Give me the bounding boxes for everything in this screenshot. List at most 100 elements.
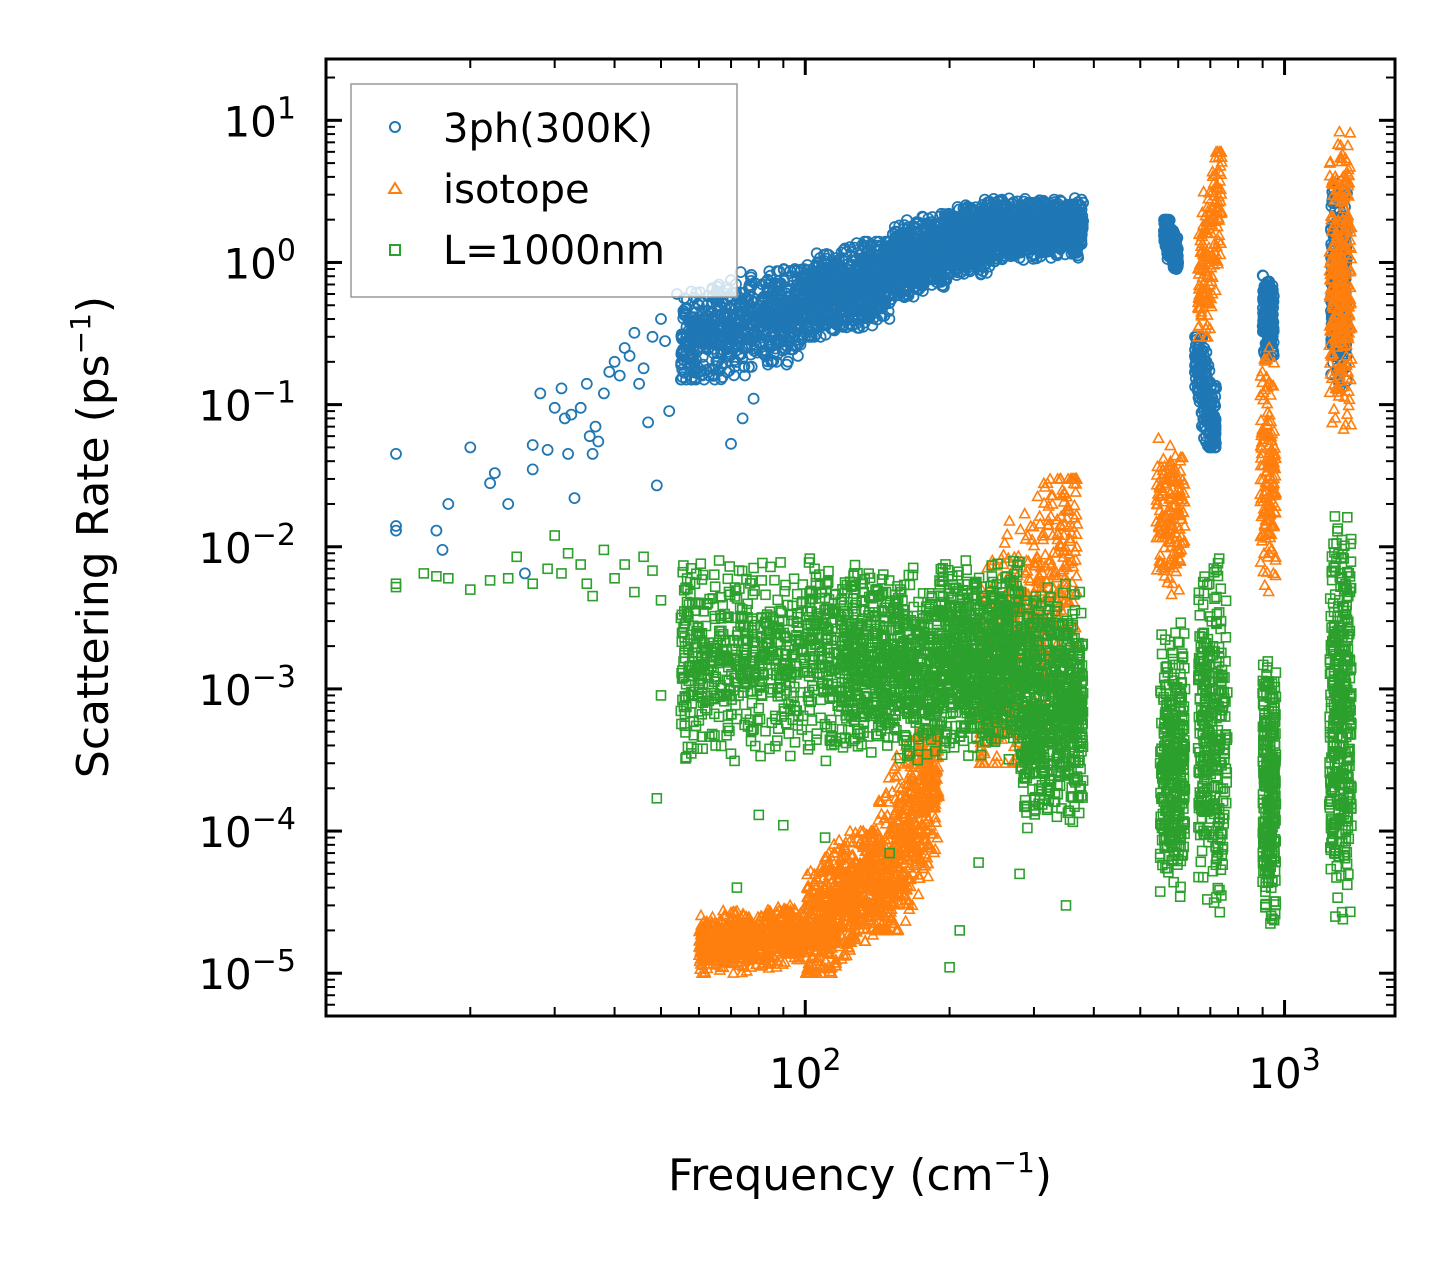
point-3ph	[751, 321, 764, 334]
point-3ph	[519, 567, 531, 580]
point-3ph	[731, 330, 744, 343]
point-3ph	[680, 373, 692, 386]
point-3ph	[628, 326, 641, 339]
point-3ph	[589, 420, 602, 433]
plot-marks	[390, 125, 1358, 978]
point-3ph	[675, 359, 687, 371]
point-3ph	[502, 498, 515, 510]
point-3ph	[769, 334, 781, 347]
point-3ph	[778, 316, 791, 329]
point-3ph	[745, 360, 758, 373]
point-3ph	[742, 282, 755, 295]
point-3ph	[707, 347, 720, 360]
point-3ph	[562, 447, 574, 460]
point-3ph	[680, 335, 693, 348]
point-3ph	[745, 274, 758, 287]
point-3ph	[716, 357, 729, 370]
point-3ph	[782, 355, 794, 368]
point-3ph	[586, 447, 599, 460]
point-3ph	[787, 343, 799, 356]
point-3ph	[749, 335, 761, 347]
point-3ph	[663, 405, 676, 418]
point-3ph	[646, 330, 659, 343]
point-3ph	[655, 313, 667, 325]
point-3ph	[464, 441, 477, 454]
point-3ph	[725, 437, 737, 450]
point-3ph	[752, 329, 764, 341]
point-3ph	[715, 373, 727, 386]
point-3ph	[484, 477, 497, 490]
point-3ph	[773, 265, 786, 278]
point-3ph	[613, 369, 626, 382]
point-3ph	[735, 300, 748, 313]
point-3ph	[526, 439, 539, 451]
point-3ph	[583, 430, 596, 443]
point-3ph	[623, 349, 636, 362]
point-3ph	[390, 524, 402, 537]
point-3ph	[762, 311, 775, 324]
point-3ph	[716, 371, 729, 384]
point-3ph	[678, 366, 690, 379]
point-3ph	[642, 416, 654, 429]
point-3ph	[603, 365, 616, 378]
point-3ph	[777, 304, 790, 317]
point-3ph	[745, 268, 758, 281]
point-3ph	[675, 373, 688, 386]
point-3ph	[743, 305, 755, 318]
point-3ph	[633, 377, 645, 390]
point-3ph	[526, 463, 539, 476]
point-3ph	[534, 387, 547, 400]
point-3ph	[707, 363, 720, 376]
point-3ph	[716, 297, 729, 310]
point-3ph	[792, 277, 804, 290]
point-3ph	[659, 335, 671, 348]
point-3ph	[686, 320, 699, 333]
point-3ph	[732, 316, 745, 329]
point-3ph	[746, 319, 759, 332]
point-3ph	[763, 277, 776, 290]
point-3ph	[430, 524, 443, 537]
point-3ph	[650, 479, 663, 492]
point-3ph	[784, 264, 797, 277]
point-3ph	[757, 302, 770, 315]
point-3ph	[436, 544, 449, 556]
point-3ph	[697, 318, 710, 331]
point-3ph	[541, 443, 554, 456]
point-3ph	[565, 408, 578, 421]
point-3ph	[758, 347, 770, 360]
point-3ph	[568, 492, 581, 505]
point-3ph	[608, 355, 621, 368]
point-3ph	[637, 362, 650, 375]
point-3ph	[390, 447, 402, 460]
point-3ph	[747, 392, 760, 405]
point-3ph	[677, 308, 690, 321]
point-3ph	[442, 498, 455, 510]
point-3ph	[592, 435, 605, 448]
point-3ph	[558, 412, 571, 425]
point-3ph	[707, 331, 720, 343]
point-3ph	[783, 331, 796, 344]
point-3ph	[555, 382, 568, 395]
point-3ph	[580, 377, 593, 390]
point-3ph	[786, 314, 798, 327]
point-3ph	[766, 354, 779, 367]
point-3ph	[744, 348, 757, 361]
point-3ph	[713, 322, 726, 335]
point-3ph	[774, 280, 786, 293]
point-3ph	[738, 360, 751, 373]
point-3ph	[688, 359, 701, 372]
point-3ph	[574, 401, 587, 414]
point-3ph	[762, 283, 775, 296]
point-3ph	[598, 387, 610, 400]
point-3ph	[488, 467, 501, 480]
point-3ph	[548, 401, 561, 414]
point-3ph	[783, 291, 796, 303]
point-3ph	[711, 320, 724, 333]
point-3ph	[709, 360, 722, 373]
point-3ph	[728, 369, 740, 382]
point-3ph	[742, 333, 755, 346]
point-3ph	[697, 358, 709, 371]
point-3ph	[723, 339, 736, 352]
point-3ph	[736, 412, 749, 425]
